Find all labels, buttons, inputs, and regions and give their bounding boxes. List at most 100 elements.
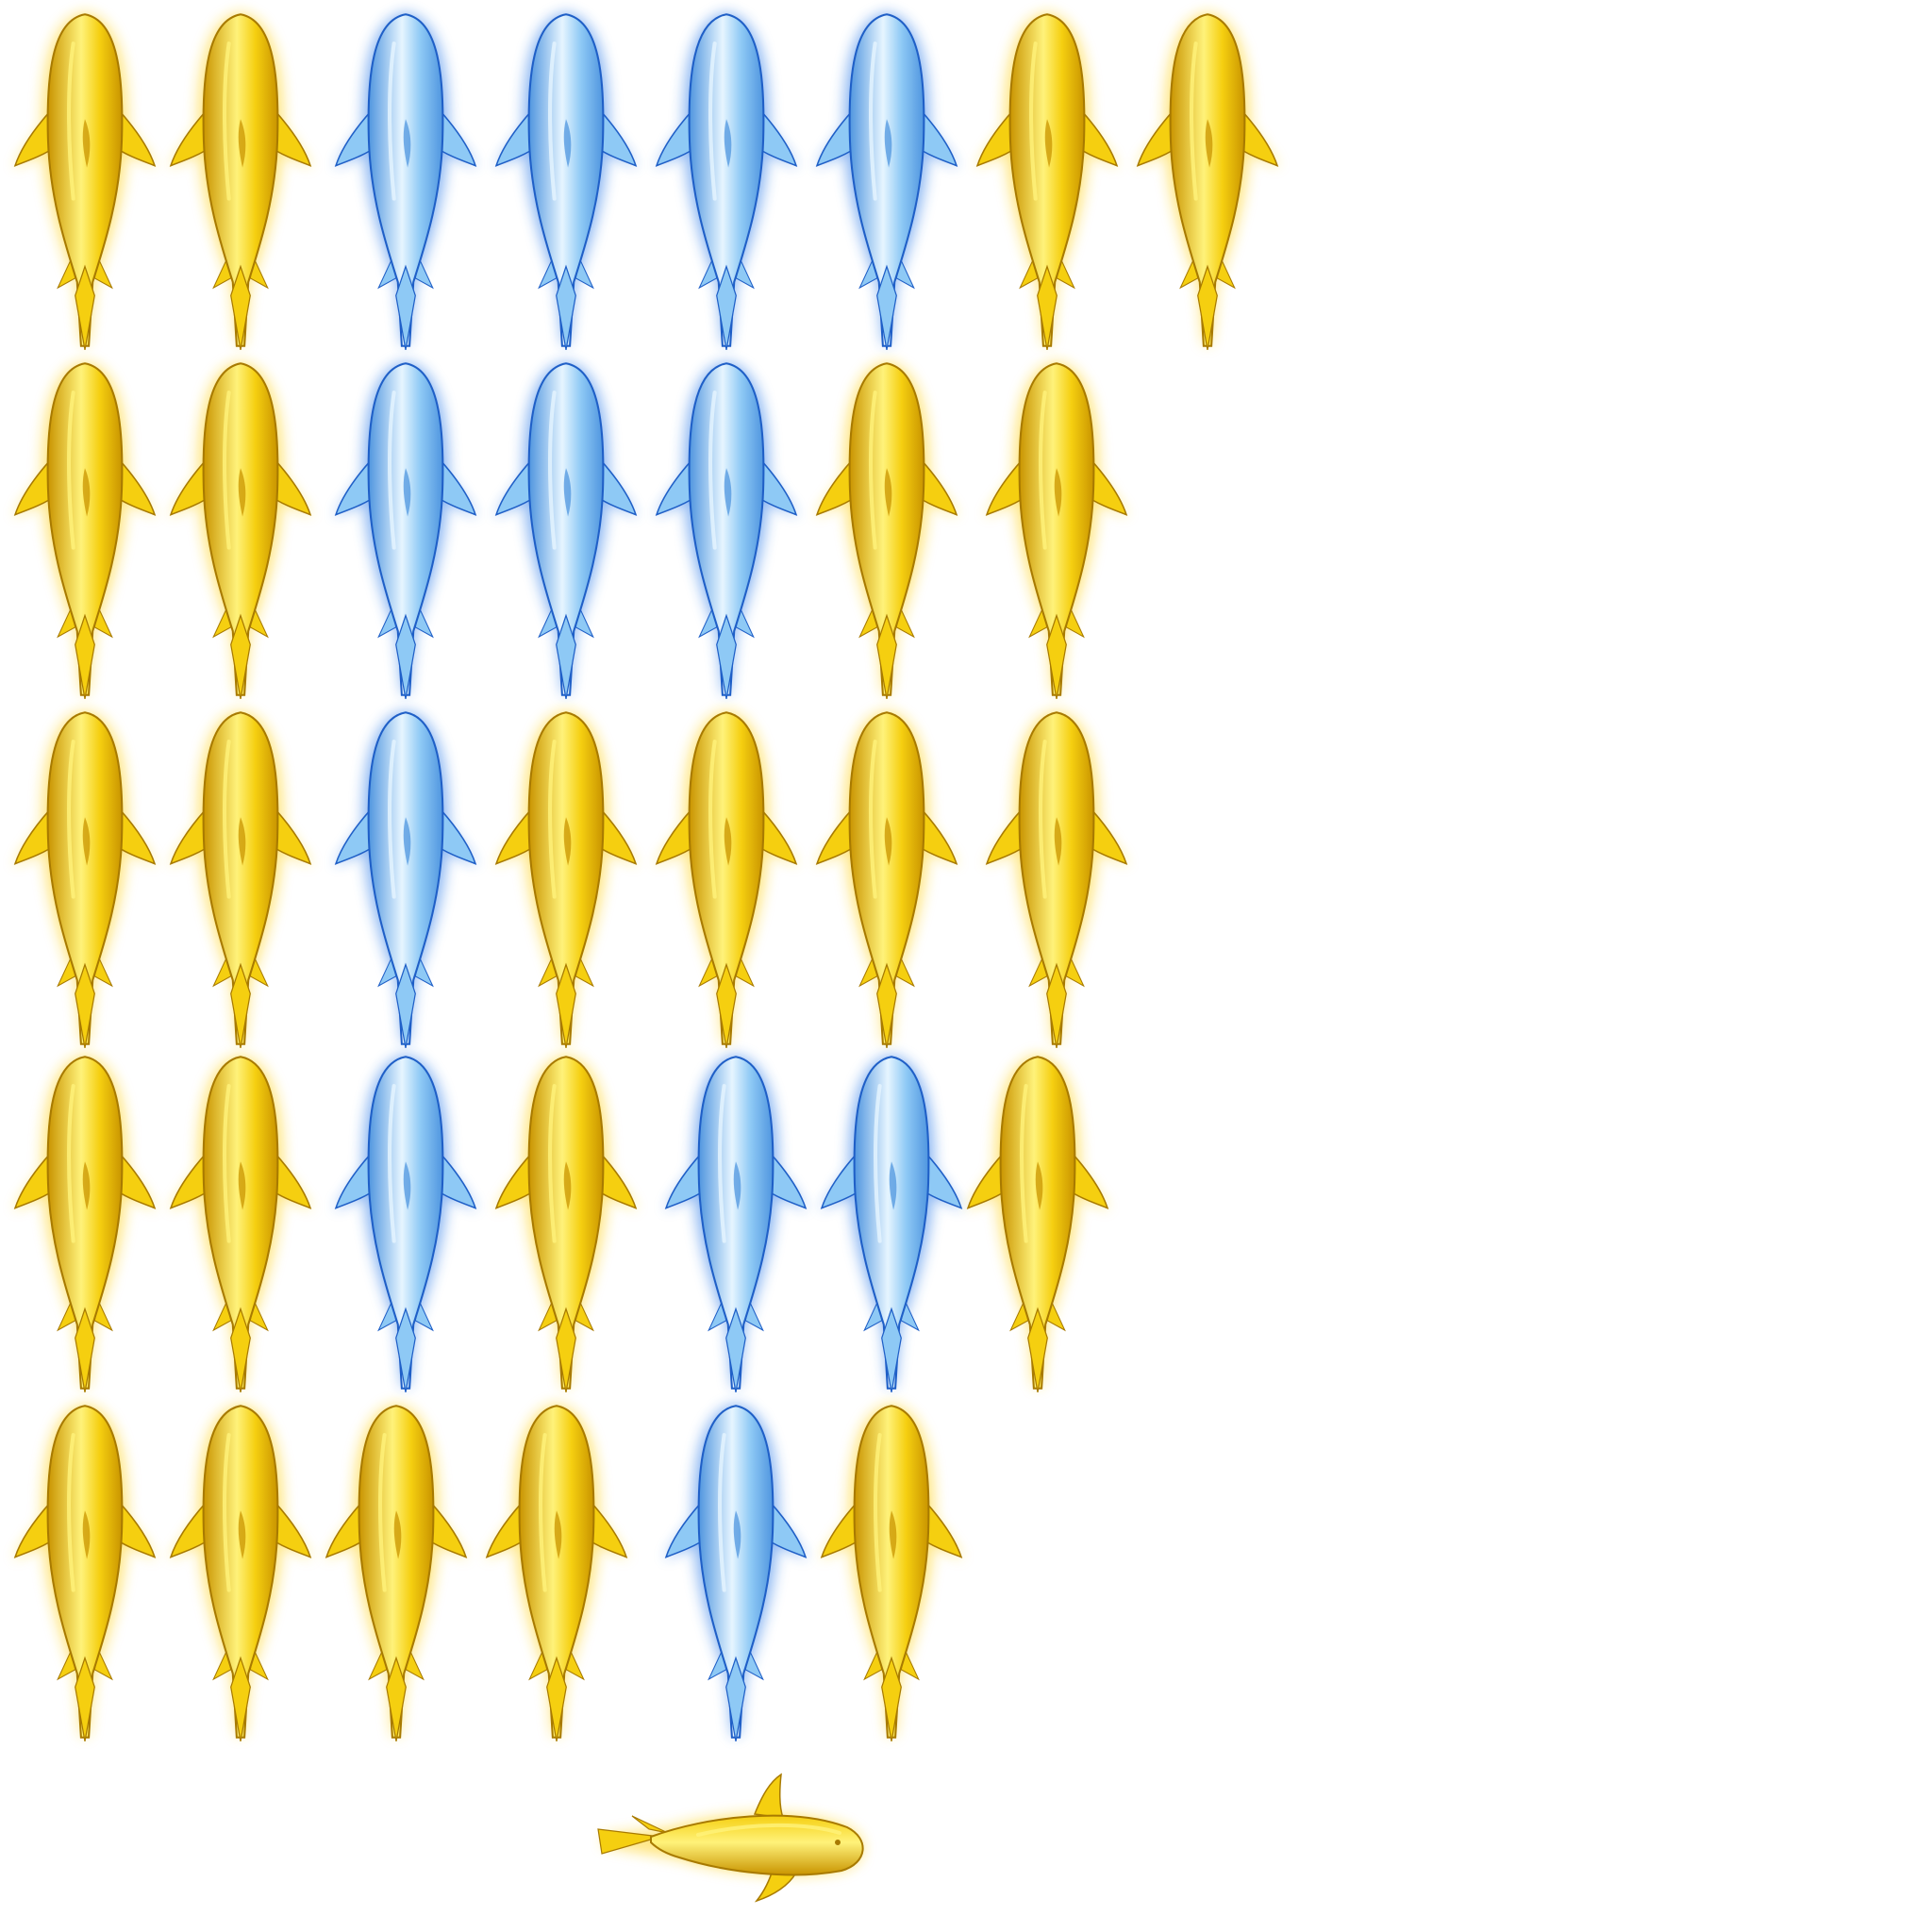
- shark-sprite-gold: [807, 703, 967, 1052]
- shark-sprite-blue: [325, 703, 486, 1052]
- shark-sprite-blue: [486, 5, 646, 354]
- shark-dorsal-fin: [724, 119, 732, 168]
- shark-dorsal-fin: [403, 817, 411, 866]
- shark-dorsal-fin: [889, 1510, 897, 1559]
- shark-dorsal-fin: [238, 1161, 246, 1210]
- shark-sprite-gold: [486, 1047, 646, 1396]
- shark-highlight: [223, 1084, 231, 1243]
- shark-sprite-gold: [5, 1396, 165, 1745]
- shark-tail: [230, 264, 251, 350]
- shark-body: [650, 1814, 864, 1876]
- shark-dorsal-fin: [724, 817, 732, 866]
- shark-highlight: [223, 1433, 231, 1592]
- shark-sprite-gold: [160, 1047, 321, 1396]
- shark-tail: [230, 1656, 251, 1741]
- shark-sprite-gold: [976, 354, 1137, 703]
- shark-dorsal-fin: [238, 468, 246, 517]
- shark-tail: [395, 1307, 416, 1392]
- shark-highlight: [67, 740, 75, 899]
- shark-dorsal-fin: [403, 1161, 411, 1210]
- shark-highlight: [869, 391, 877, 550]
- shark-highlight: [548, 1084, 557, 1243]
- shark-tail: [556, 1307, 576, 1392]
- shark-tail: [75, 1307, 95, 1392]
- shark-dorsal-fin: [82, 817, 91, 866]
- shark-highlight: [388, 740, 396, 899]
- shark-dorsal-fin: [82, 1510, 91, 1559]
- shark-dorsal-fin: [733, 1510, 741, 1559]
- shark-dorsal-fin: [563, 119, 572, 168]
- shark-tail: [75, 264, 95, 350]
- shark-dorsal-fin: [82, 1161, 91, 1210]
- shark-tail: [230, 962, 251, 1048]
- shark-tail: [75, 1656, 95, 1741]
- shark-dorsal-fin: [82, 468, 91, 517]
- shark-sprite-blue: [325, 5, 486, 354]
- shark-highlight: [388, 42, 396, 201]
- shark-dorsal-fin: [733, 1161, 741, 1210]
- shark-dorsal-fin: [1035, 1161, 1043, 1210]
- shark-sprite-blue: [646, 354, 807, 703]
- shark-tail: [556, 613, 576, 699]
- shark-highlight: [548, 740, 557, 899]
- shark-tail: [395, 264, 416, 350]
- shark-dorsal-fin: [554, 1510, 562, 1559]
- shark-dorsal-fin: [238, 1510, 246, 1559]
- shark-highlight: [708, 391, 717, 550]
- shark-tail: [556, 264, 576, 350]
- shark-sprite-blue: [811, 1047, 972, 1396]
- shark-dorsal-fin: [1205, 119, 1213, 168]
- shark-tail: [716, 264, 737, 350]
- shark-tail: [1027, 1307, 1048, 1392]
- shark-sprite-gold-horizontal: [594, 1769, 877, 1910]
- shark-tail: [1046, 613, 1067, 699]
- shark-sprite-gold: [486, 703, 646, 1052]
- shark-highlight: [388, 391, 396, 550]
- shark-sprite-blue: [325, 354, 486, 703]
- shark-highlight: [548, 391, 557, 550]
- shark-sprite-gold: [976, 703, 1137, 1052]
- shark-dorsal-fin: [724, 468, 732, 517]
- shark-highlight: [388, 1084, 396, 1243]
- shark-tail: [725, 1656, 746, 1741]
- shark-sprite-gold: [958, 1047, 1118, 1396]
- shark-sprite-gold: [5, 703, 165, 1052]
- shark-tail: [395, 613, 416, 699]
- shark-dorsal-fin: [753, 1773, 785, 1819]
- shark-sprite-gold: [646, 703, 807, 1052]
- shark-sprite-gold: [5, 5, 165, 354]
- shark-tail: [876, 264, 897, 350]
- shark-sprite-gold: [160, 5, 321, 354]
- shark-eye: [835, 1840, 841, 1845]
- shark-dorsal-fin: [1044, 119, 1053, 168]
- shark-tail: [1037, 264, 1058, 350]
- shark-highlight: [869, 42, 877, 201]
- shark-highlight: [718, 1084, 726, 1243]
- shark-highlight: [548, 42, 557, 201]
- shark-dorsal-fin: [563, 1161, 572, 1210]
- shark-highlight: [67, 1433, 75, 1592]
- shark-sprite-blue: [325, 1047, 486, 1396]
- shark-tail: [230, 1307, 251, 1392]
- shark-highlight: [696, 1823, 841, 1837]
- shark-dorsal-fin: [403, 119, 411, 168]
- shark-tail: [881, 1307, 902, 1392]
- shark-highlight: [869, 740, 877, 899]
- shark-dorsal-fin: [884, 817, 892, 866]
- shark-highlight: [1190, 42, 1198, 201]
- shark-sprite-gold: [160, 354, 321, 703]
- shark-dorsal-fin: [1054, 817, 1062, 866]
- shark-sprite-gold: [316, 1396, 476, 1745]
- shark-sprite-gold: [160, 703, 321, 1052]
- shark-dorsal-fin: [563, 468, 572, 517]
- shark-highlight: [67, 42, 75, 201]
- shark-dorsal-fin: [889, 1161, 897, 1210]
- shark-highlight: [1029, 42, 1038, 201]
- shark-highlight: [378, 1433, 387, 1592]
- shark-highlight: [1039, 740, 1047, 899]
- shark-tail: [876, 962, 897, 1048]
- shark-tail: [881, 1656, 902, 1741]
- shark-highlight: [708, 42, 717, 201]
- shark-dorsal-fin: [238, 119, 246, 168]
